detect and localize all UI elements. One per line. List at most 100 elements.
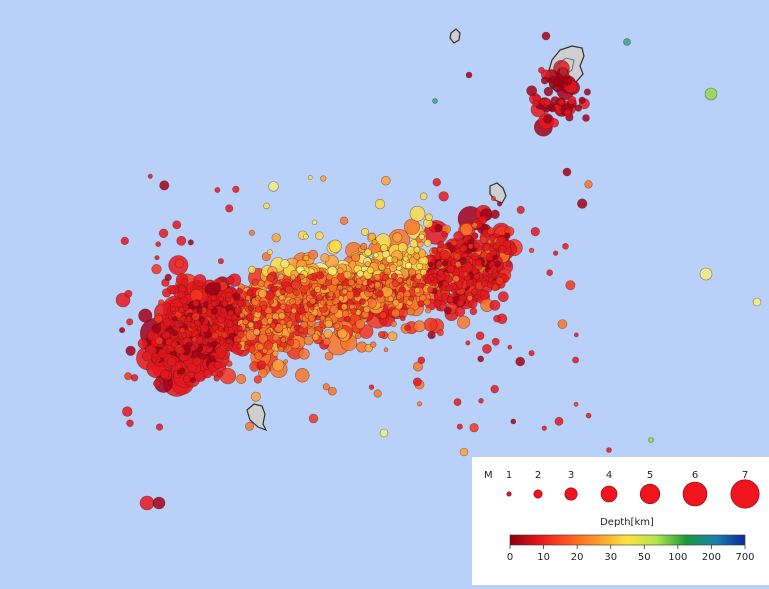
earthquake-marker [189, 322, 196, 329]
earthquake-marker [192, 356, 202, 366]
earthquake-marker [280, 336, 287, 343]
earthquake-marker [198, 316, 205, 323]
depth-tick-10: 10 [537, 552, 550, 563]
earthquake-marker [155, 336, 164, 345]
earthquake-marker [467, 243, 474, 250]
earthquake-marker [528, 247, 535, 254]
earthquake-marker [211, 323, 219, 331]
earthquake-marker [348, 303, 355, 310]
earthquake-marker [648, 437, 654, 443]
earthquake-marker [456, 423, 463, 430]
earthquake-marker [308, 249, 319, 260]
earthquake-marker [487, 268, 494, 275]
earthquake-marker [196, 307, 203, 314]
earthquake-marker [272, 350, 279, 357]
earthquake-marker [226, 360, 233, 367]
earthquake-marker [390, 272, 398, 280]
earthquake-marker [373, 389, 382, 398]
earthquake-marker [351, 253, 361, 263]
earthquake-marker [391, 308, 400, 318]
earthquake-marker [169, 306, 176, 313]
earthquake-marker [557, 319, 568, 329]
earthquake-marker [475, 331, 485, 341]
earthquake-marker [334, 322, 341, 329]
earthquake-marker [532, 100, 540, 107]
earthquake-marker [237, 330, 245, 339]
earthquake-marker [166, 356, 177, 367]
earthquake-marker [336, 267, 344, 275]
depth-title: Depth[km] [600, 517, 654, 528]
depth-tick-30: 30 [604, 552, 617, 563]
earthquake-marker [315, 231, 324, 240]
magnitude-value-6: 6 [692, 470, 698, 481]
depth-tick-700: 700 [735, 552, 754, 563]
earthquake-marker [538, 66, 545, 74]
earthquake-marker [171, 329, 179, 337]
island-detail [552, 57, 575, 77]
earthquake-marker [459, 259, 467, 266]
earthquake-marker [236, 325, 243, 332]
earthquake-marker [261, 347, 268, 354]
earthquake-marker [124, 289, 133, 298]
depth-tick-200: 200 [702, 552, 721, 563]
earthquake-marker [562, 75, 573, 86]
earthquake-marker [179, 327, 186, 334]
earthquake-marker [479, 289, 490, 300]
earthquake-marker [498, 245, 507, 254]
earthquake-marker [308, 314, 316, 322]
earthquake-marker [226, 320, 234, 328]
earthquake-marker [379, 311, 387, 320]
magnitude-value-2: 2 [535, 470, 541, 481]
earthquake-marker [417, 401, 423, 407]
earthquake-marker [239, 312, 245, 319]
earthquake-marker [256, 360, 267, 370]
earthquake-marker [154, 255, 160, 261]
earthquake-marker [328, 239, 342, 253]
earthquake-marker [434, 223, 443, 233]
earthquake-marker [526, 85, 538, 97]
earthquake-marker [397, 242, 408, 253]
depth-tick-100: 100 [668, 552, 687, 563]
depth-tick-0: 0 [507, 552, 513, 563]
earthquake-marker [446, 265, 456, 274]
earthquake-marker [172, 220, 182, 230]
earthquake-marker [704, 87, 718, 101]
earthquake-marker [292, 289, 300, 297]
earthquake-marker [314, 286, 322, 293]
depth-tick-20: 20 [571, 552, 584, 563]
earthquake-marker [287, 338, 295, 347]
earthquake-marker [277, 346, 284, 353]
earthquake-marker [355, 332, 362, 339]
earthquake-marker [157, 348, 168, 359]
earthquake-marker [412, 361, 423, 372]
earthquake-marker [217, 326, 224, 332]
earthquake-marker [311, 219, 318, 226]
earthquake-marker [437, 269, 445, 277]
earthquake-marker [164, 273, 172, 282]
earthquake-marker [406, 307, 415, 316]
earthquake-marker [356, 270, 364, 278]
earthquake-marker [450, 239, 458, 247]
earthquake-marker [387, 331, 398, 342]
earthquake-marker [236, 373, 247, 384]
earthquake-marker [360, 227, 369, 236]
earthquake-marker [202, 369, 213, 379]
earthquake-marker [414, 287, 421, 294]
earthquake-marker [546, 269, 554, 277]
earthquake-marker [279, 288, 286, 295]
earthquake-marker [453, 231, 464, 242]
earthquake-marker [415, 273, 423, 281]
earthquake-marker [396, 277, 403, 284]
earthquake-marker [469, 423, 479, 433]
earthquake-marker [489, 299, 501, 311]
earthquake-marker [119, 327, 126, 334]
earthquake-marker [244, 344, 251, 351]
earthquake-marker [263, 340, 274, 350]
earthquake-marker [388, 263, 398, 273]
earthquake-marker [413, 246, 421, 254]
earthquake-marker [392, 299, 400, 307]
earthquake-marker [552, 250, 559, 256]
earthquake-marker [309, 305, 315, 311]
earthquake-marker [180, 278, 189, 287]
